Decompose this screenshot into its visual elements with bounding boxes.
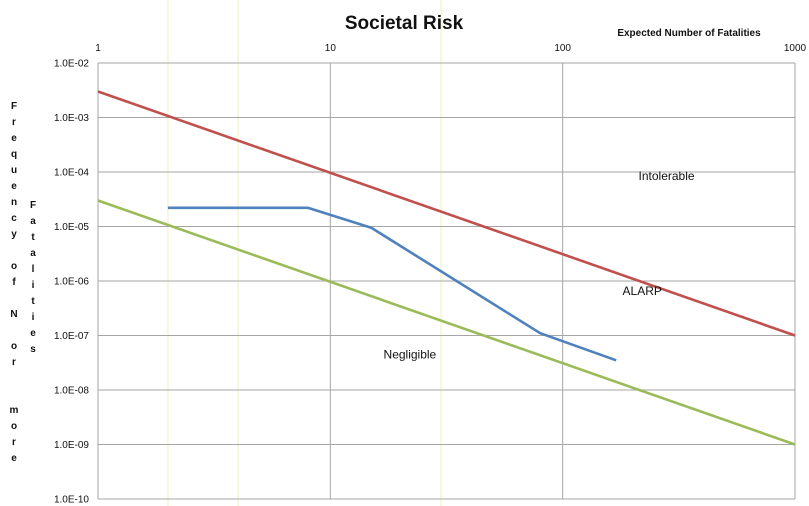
y-axis-label-letter: u <box>11 165 17 176</box>
series-lines <box>97 90 796 446</box>
y-axis-label-letter: e <box>11 133 17 144</box>
y-tick-label: 1.0E-05 <box>54 222 89 233</box>
y-axis-label-letter: l <box>32 264 35 275</box>
x-tick-labels: 1 10 100 1000 <box>95 43 806 54</box>
y-axis-label-letter: y <box>11 229 17 240</box>
x-tick-label: 1 <box>95 43 101 54</box>
x-axis-title: Expected Number of Fatalities <box>617 28 761 39</box>
y-axis-label-letter: a <box>30 248 36 259</box>
series-line <box>167 206 617 362</box>
y-axis-label-letter: i <box>32 312 35 323</box>
y-axis-label-letter: o <box>11 341 17 352</box>
y-axis-label-letter: F <box>30 200 36 211</box>
y-axis-label-letter: n <box>11 197 17 208</box>
y-tick-label: 1.0E-09 <box>54 440 89 451</box>
y-axis-label-letter: N <box>10 309 17 320</box>
y-axis-label-letter: s <box>30 344 36 355</box>
y-axis-label-letter: i <box>32 280 35 291</box>
region-labels: Intolerable ALARP Negligible <box>384 169 695 361</box>
y-axis-label-letter: e <box>11 181 17 192</box>
y-tick-label: 1.0E-04 <box>54 168 89 179</box>
series-line <box>97 90 796 337</box>
y-tick-label: 1.0E-02 <box>54 59 89 70</box>
y-axis-label-letter: F <box>11 101 17 112</box>
y-axis-label-letter: f <box>12 277 16 288</box>
x-tick-label: 100 <box>554 43 571 54</box>
y-tick-label: 1.0E-07 <box>54 331 89 342</box>
y-axis-label-letter: e <box>11 453 17 464</box>
y-axis-label-letter: m <box>10 405 19 416</box>
y-axis-label-letter: e <box>30 328 36 339</box>
y-tick-label: 1.0E-08 <box>54 386 89 397</box>
x-tick-label: 10 <box>325 43 337 54</box>
series-line <box>97 199 796 446</box>
vertical-faint-bands <box>166 0 443 506</box>
region-label: Negligible <box>384 347 437 361</box>
y-axis-label-letter: t <box>31 296 35 307</box>
y-axis-label-letter: r <box>12 437 16 448</box>
chart-title: Societal Risk <box>345 13 464 34</box>
y-tick-label: 1.0E-03 <box>54 113 89 124</box>
y-axis-label-letter: o <box>11 421 17 432</box>
y-axis-label-letter: t <box>31 232 35 243</box>
y-axis-label-letter: q <box>11 149 17 160</box>
y-axis-label-letter: a <box>30 216 36 227</box>
y-axis-label-letter: o <box>11 261 17 272</box>
y-tick-label: 1.0E-06 <box>54 277 89 288</box>
region-label: Intolerable <box>639 169 695 183</box>
y-axis-label-letter: r <box>12 357 16 368</box>
y-tick-labels: 1.0E-02 1.0E-03 1.0E-04 1.0E-05 1.0E-06 1.0E-… <box>54 59 89 506</box>
y-tick-label: 1.0E-10 <box>54 495 89 506</box>
y-axis-label-letter: r <box>12 117 16 128</box>
y-axis-label-letter: c <box>11 213 17 224</box>
region-label: ALARP <box>623 284 662 298</box>
x-tick-label: 1000 <box>784 43 807 54</box>
